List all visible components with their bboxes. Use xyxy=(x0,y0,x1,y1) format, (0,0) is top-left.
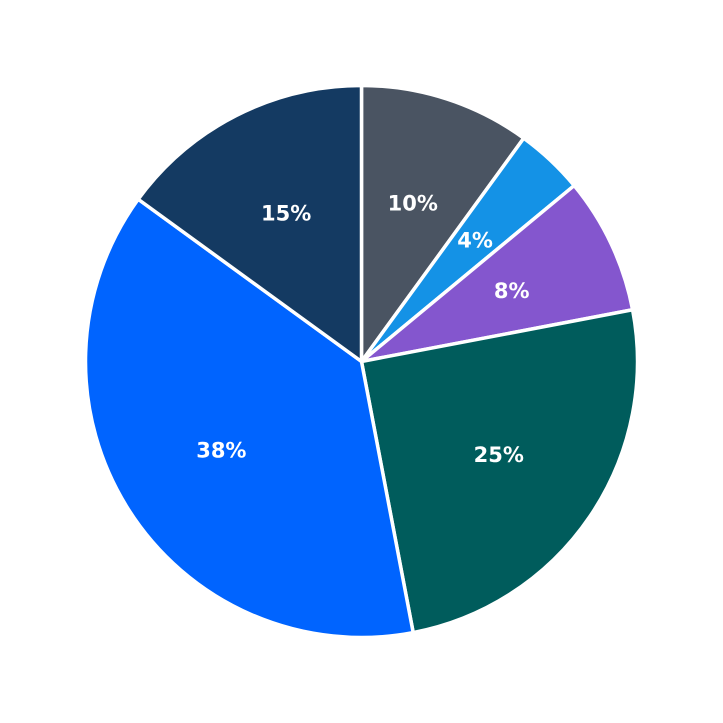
pie-slice-label-0: 10% xyxy=(388,192,438,216)
pie-slice-label-2: 8% xyxy=(494,279,530,303)
pie-labels: 10% 4% 8% 25% 38% 15% xyxy=(196,192,529,467)
pie-slice-3 xyxy=(359,308,640,635)
pie-slice-0 xyxy=(359,83,526,364)
pie-slice-label-1: 4% xyxy=(457,228,493,252)
pie-slice-2 xyxy=(359,183,635,364)
pie-slice-5 xyxy=(136,83,364,364)
pie-slice-4 xyxy=(83,197,415,640)
pie-slice-label-3: 25% xyxy=(474,443,524,467)
pie-slice-label-5: 15% xyxy=(261,202,311,226)
pie-slice-label-4: 38% xyxy=(196,438,246,462)
pie-slices xyxy=(83,83,640,640)
